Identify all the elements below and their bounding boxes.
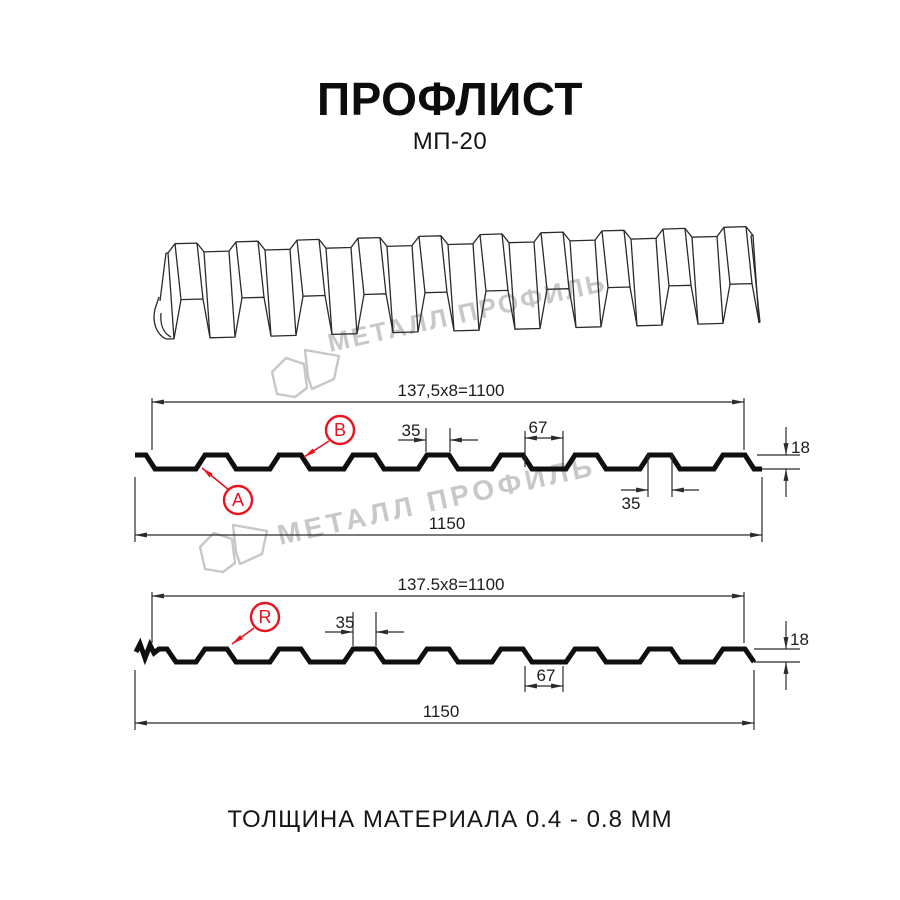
side-marker-b: B [303,414,356,458]
marker-r-circle [249,601,281,633]
sheet-3d-view [153,225,761,340]
dim-crest-base-label: 35 [622,494,641,513]
dim-pitch-label: 137.5x8=1100 [398,575,505,594]
page-title: ПРОФЛИСТ [317,73,583,125]
marker-a-leader [201,467,230,491]
profile-outline [133,637,757,666]
dim-height-label: 18 [790,630,809,649]
side-marker-r: R [231,601,281,645]
sheet-rib-lines [167,226,760,339]
marker-a-circle [222,484,254,516]
dimension-lines [134,398,800,542]
sheet-back-edge [165,225,754,254]
dim-height-label: 18 [791,438,810,457]
marker-b-leader [303,440,330,458]
marker-b-circle [324,414,356,446]
watermark-brand-text: МЕТАЛЛ ПРОФИЛЬ [275,450,599,551]
side-marker-a: A [201,467,254,516]
marker-r-letter: R [259,607,272,627]
dim-overall-label: 1150 [423,702,460,721]
watermark-brand-text: МЕТАЛЛ ПРОФИЛЬ [325,267,610,358]
dim-valley-label: 67 [529,418,548,437]
marker-b-letter: B [334,420,346,440]
watermark-top: МЕТАЛЛ ПРОФИЛЬ [270,267,610,399]
cross-section-bottom: 137.5x8=1100 35 67 18 1150 R [133,575,809,730]
cross-section-top: 137,5x8=1100 35 67 18 35 1150 B A [134,381,810,542]
marker-r-leader [231,627,255,645]
dimension-lines [134,592,800,730]
marker-a-letter: A [232,490,244,510]
dim-pitch-label: 137,5x8=1100 [398,381,505,400]
dim-crest-top-label: 35 [336,613,355,632]
metal-profil-logo-icon [270,348,341,399]
dim-valley-label: 67 [537,666,556,685]
sheet-right-edge [750,235,761,323]
sheet-left-curl-edge [153,252,172,340]
product-model-label: МП-20 [412,128,488,155]
dim-crest-top-label: 35 [402,421,421,440]
dim-overall-label: 1150 [429,514,466,533]
thickness-note: ТОЛЩИНА МАТЕРИАЛА 0.4 - 0.8 ММ [227,806,673,833]
profile-outline [135,452,762,472]
sheet-front-profile-edge [165,282,760,340]
metal-profil-logo-icon [198,523,269,574]
